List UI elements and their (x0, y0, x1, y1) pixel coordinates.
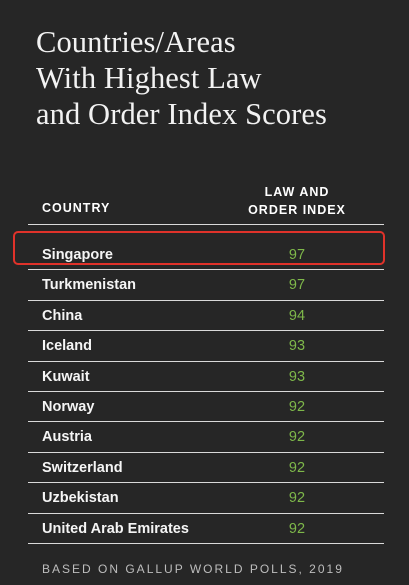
title-line-3: and Order Index Scores (36, 97, 327, 131)
header-divider (28, 224, 384, 225)
table-row: China 94 (28, 301, 384, 332)
table-row: Uzbekistan 92 (28, 483, 384, 514)
table-row: Singapore 97 (28, 240, 384, 271)
country-name: China (42, 307, 83, 324)
country-name: United Arab Emirates (42, 520, 189, 537)
table-row: Norway 92 (28, 392, 384, 423)
column-header-country: COUNTRY (42, 201, 111, 215)
index-score: 92 (288, 429, 306, 446)
title-line-2: With Highest Law (36, 61, 262, 95)
country-name: Norway (42, 399, 95, 415)
table-row: Turkmenistan 97 (28, 270, 384, 301)
title-line-1: Countries/Areas (36, 25, 236, 59)
index-score: 93 (288, 368, 306, 385)
country-name: Switzerland (42, 459, 123, 476)
country-name: Kuwait (42, 368, 90, 385)
source-note: BASED ON GALLUP WORLD POLLS, 2019 (42, 562, 344, 576)
country-name: Singapore (42, 247, 113, 263)
table-row: Kuwait 93 (28, 362, 384, 392)
country-name: Iceland (42, 338, 92, 355)
index-score: 92 (288, 520, 306, 537)
table-row: Iceland 93 (28, 331, 384, 362)
column-header-index-line2: ORDER INDEX (248, 203, 346, 217)
index-score: 94 (288, 307, 306, 324)
index-score: 92 (288, 399, 306, 415)
country-name: Uzbekistan (42, 490, 119, 507)
country-name: Turkmenistan (42, 277, 137, 294)
column-header-index-line1: LAW AND (264, 185, 330, 199)
page-title: Countries/Areas With Highest Law and Ord… (36, 24, 396, 132)
index-score: 97 (288, 247, 306, 263)
index-score: 93 (288, 338, 306, 355)
highlight-box (13, 231, 385, 265)
column-header-index: LAW AND ORDER INDEX (234, 183, 360, 219)
country-name: Austria (42, 429, 92, 446)
index-score: 92 (288, 459, 306, 476)
index-score: 97 (288, 277, 306, 294)
table-row: Austria 92 (28, 422, 384, 453)
table-row: United Arab Emirates 92 (28, 514, 384, 544)
index-score: 92 (288, 490, 306, 507)
table-row: Switzerland 92 (28, 453, 384, 484)
